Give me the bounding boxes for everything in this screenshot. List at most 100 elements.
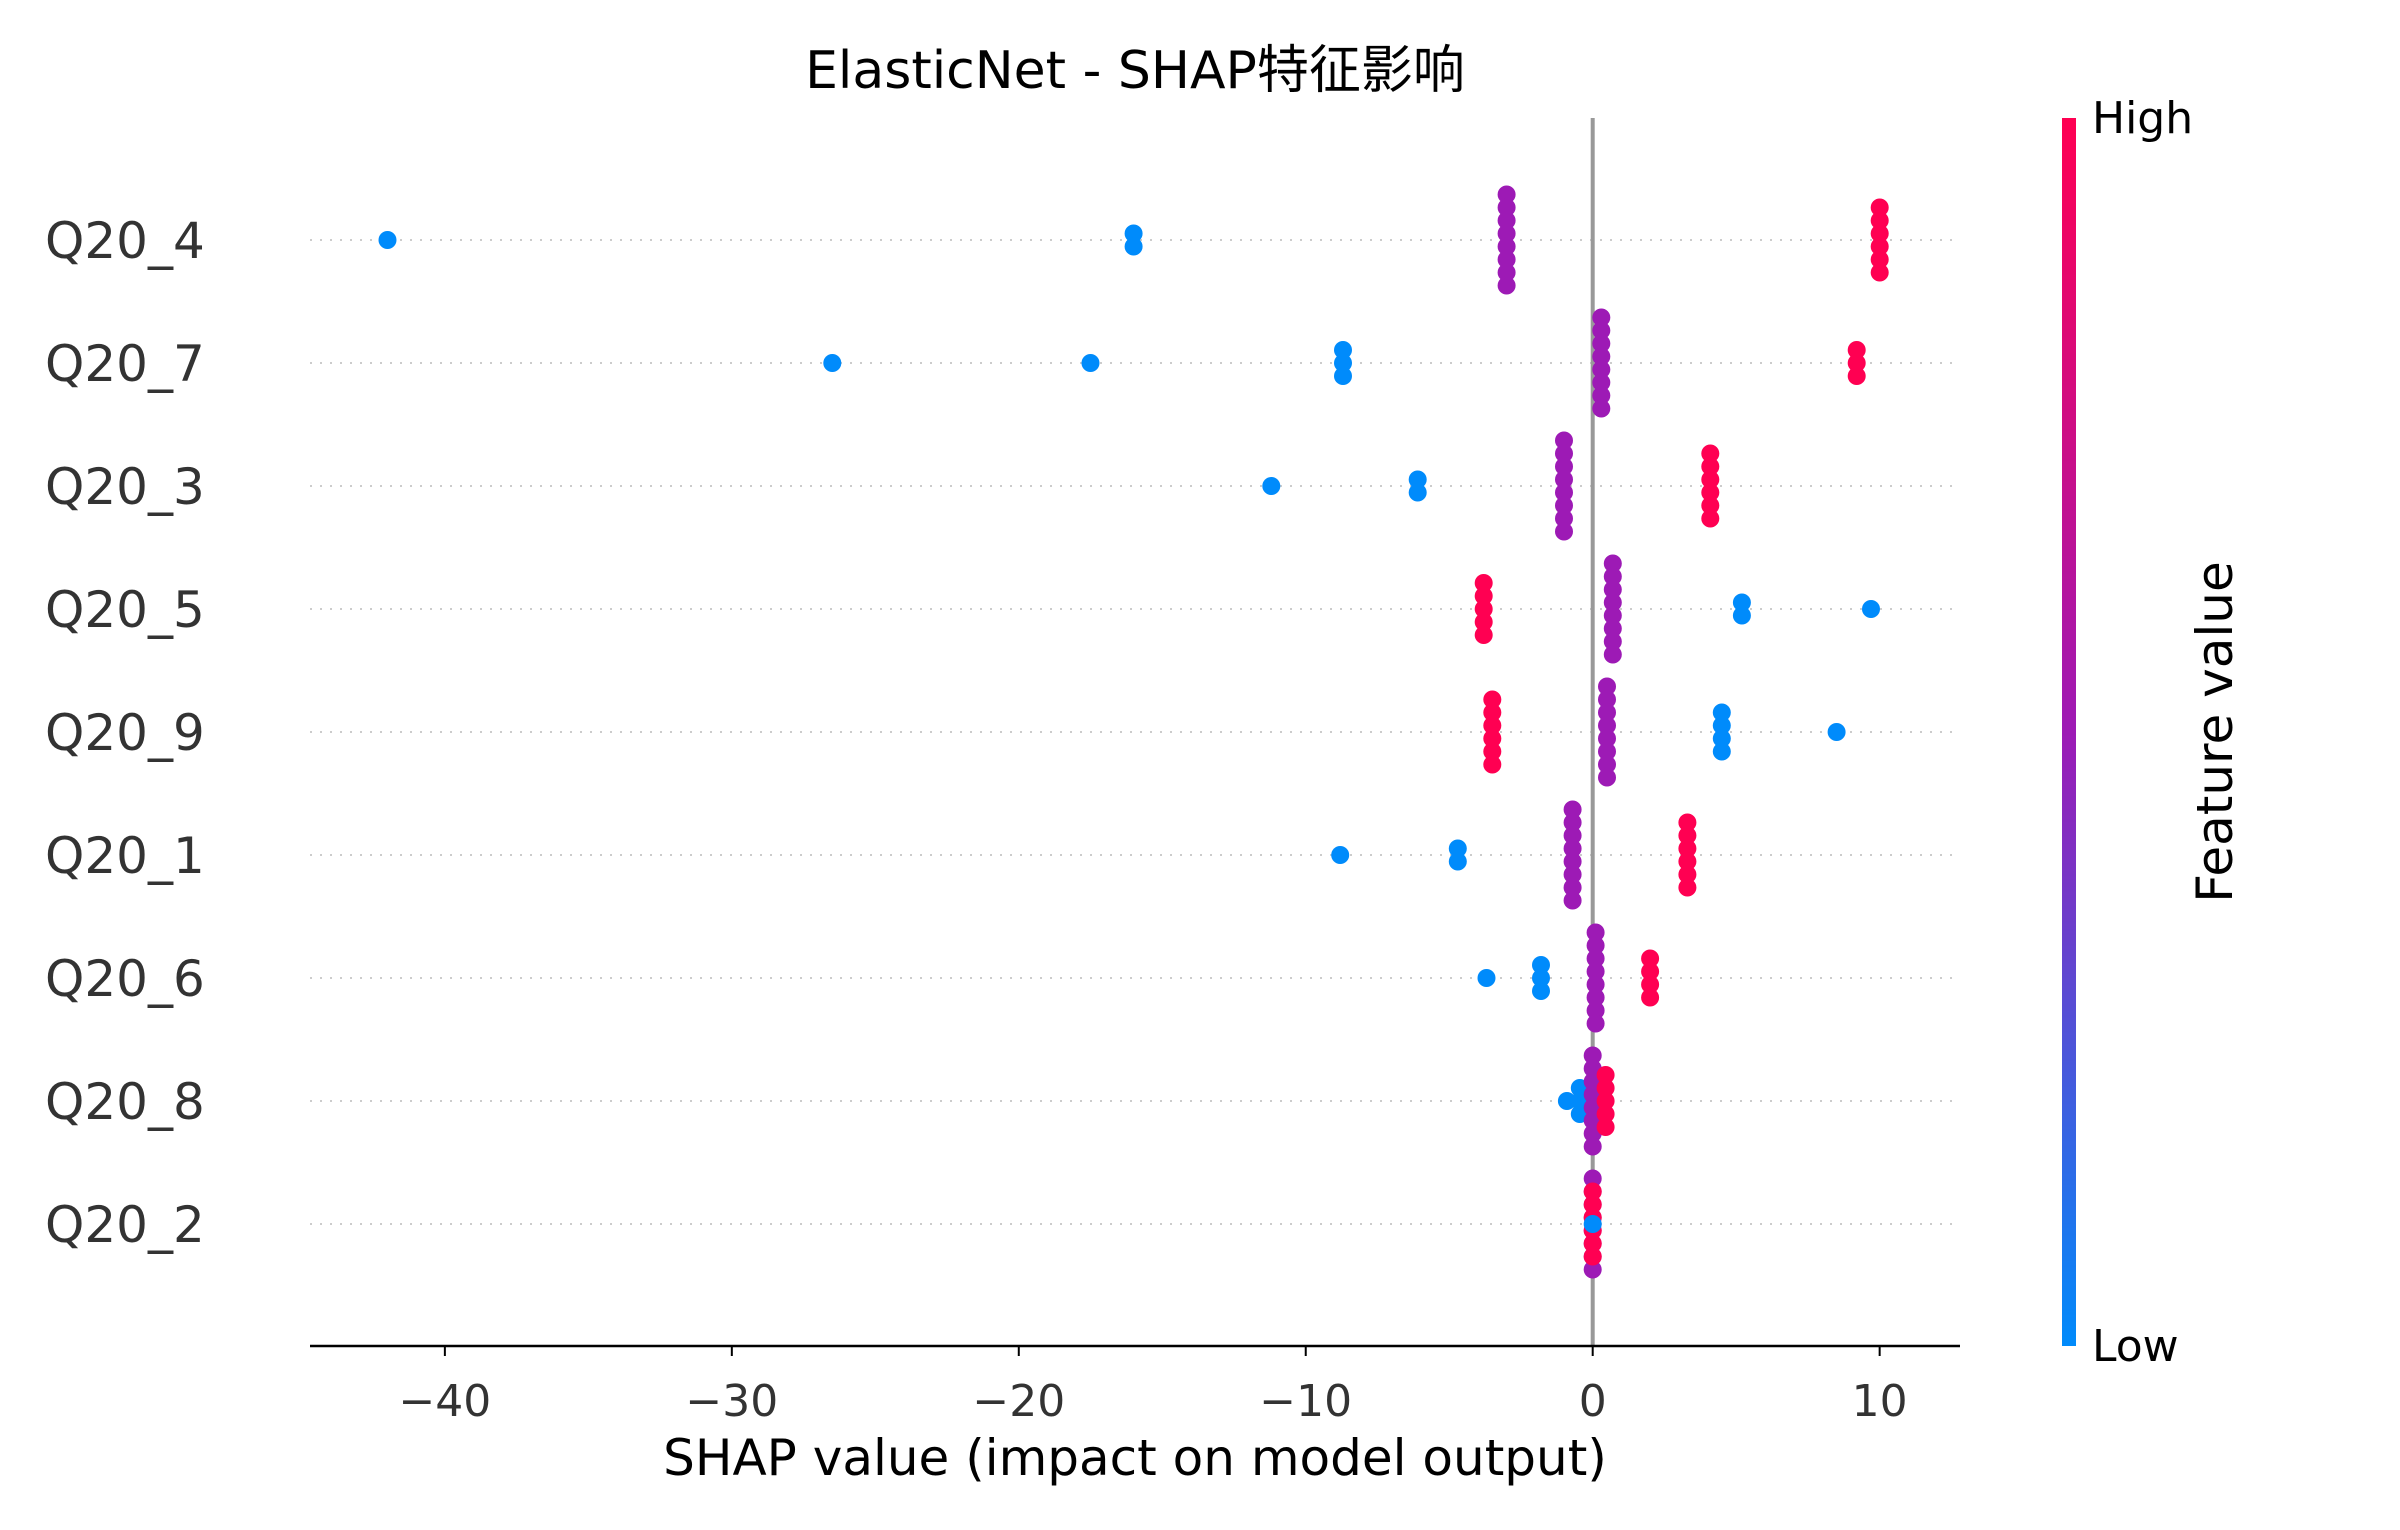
shap-point — [1483, 703, 1502, 722]
shap-point — [1497, 185, 1516, 204]
colorbar-gradient — [2062, 118, 2076, 1346]
shap-point — [1583, 1215, 1602, 1233]
shap-point — [1603, 606, 1622, 625]
shap-point — [1583, 1234, 1602, 1253]
shap-point — [1678, 826, 1697, 845]
shap-point — [1678, 839, 1697, 858]
shap-point — [1603, 580, 1622, 599]
shap-point — [1497, 276, 1516, 295]
shap-point — [1557, 1092, 1576, 1110]
x-axis-ticks: −40 −30 −20 −10 0 10 — [398, 1346, 1908, 1427]
shap-point — [1701, 483, 1720, 502]
feature-label: Q20_2 — [45, 1196, 205, 1254]
shap-point — [1870, 211, 1889, 230]
shap-point — [1592, 347, 1611, 366]
shap-point — [1592, 373, 1611, 392]
shap-point — [1408, 483, 1427, 502]
shap-point — [1563, 813, 1582, 832]
shap-point — [1603, 567, 1622, 586]
shap-point — [1586, 1001, 1605, 1020]
shap-point — [1701, 509, 1720, 528]
shap-point — [1862, 600, 1880, 618]
shap-point — [1870, 237, 1889, 256]
x-tick-label: −20 — [972, 1376, 1065, 1427]
shap-point — [1474, 574, 1493, 592]
shap-point — [1870, 250, 1889, 269]
shap-point — [1592, 308, 1611, 327]
x-axis-label: SHAP value (impact on model output) — [663, 1429, 1607, 1487]
shap-point — [1448, 852, 1467, 871]
shap-point — [1592, 334, 1611, 353]
feature-label: Q20_5 — [45, 581, 205, 639]
shap-point — [1641, 988, 1660, 1007]
shap-point — [1555, 509, 1573, 528]
feature-label: Q20_3 — [45, 458, 205, 516]
shap-point — [378, 231, 397, 249]
shap-point — [1497, 224, 1516, 243]
shap-point — [1474, 626, 1493, 644]
shap-point — [1483, 690, 1502, 709]
shap-point — [1870, 263, 1889, 282]
shap-point — [1870, 224, 1889, 243]
shap-point — [1592, 360, 1611, 379]
shap-point — [1870, 198, 1889, 217]
x-tick-label: 10 — [1852, 1376, 1908, 1427]
shap-point — [1586, 949, 1605, 968]
shap-point — [1603, 645, 1622, 664]
shap-point — [1583, 1046, 1602, 1065]
shap-point — [1483, 729, 1502, 748]
shap-point — [1474, 587, 1493, 605]
shap-point — [1555, 431, 1573, 450]
x-tick-label: −40 — [398, 1376, 491, 1427]
feature-label: Q20_4 — [45, 212, 205, 270]
shap-point — [1563, 878, 1582, 897]
shap-point — [1847, 354, 1866, 372]
shap-point — [1124, 237, 1143, 256]
shap-point — [823, 354, 842, 372]
shap-point — [1555, 496, 1573, 515]
shap-point — [1598, 716, 1616, 735]
colorbar: High Low Feature value — [2062, 93, 2244, 1372]
shap-point — [1701, 496, 1720, 515]
shap-point — [1477, 969, 1496, 987]
shap-point — [1262, 477, 1281, 495]
shap-point — [1641, 962, 1660, 981]
shap-point — [1583, 1137, 1602, 1156]
shap-point — [1583, 1169, 1602, 1188]
shap-point — [1483, 755, 1502, 774]
shap-point — [1532, 982, 1550, 1000]
shap-point — [1474, 613, 1493, 631]
feature-label: Q20_8 — [45, 1073, 205, 1131]
shap-point — [1598, 755, 1616, 774]
shap-point — [1563, 800, 1582, 819]
shap-point — [1497, 263, 1516, 282]
feature-label: Q20_6 — [45, 950, 205, 1008]
shap-point — [1712, 716, 1731, 735]
shap-point — [1641, 975, 1660, 994]
shap-point — [1603, 632, 1622, 651]
shap-point — [1124, 224, 1143, 243]
shap-point — [1563, 865, 1582, 884]
shap-point — [1712, 729, 1731, 748]
shap-point — [1596, 1066, 1615, 1084]
colorbar-label: Feature value — [2186, 561, 2244, 902]
shap-point — [1701, 444, 1720, 463]
shap-point — [1563, 852, 1582, 871]
shap-point — [1598, 729, 1616, 748]
shap-point — [1701, 457, 1720, 476]
shap-point — [1598, 768, 1616, 787]
shap-point — [1712, 742, 1731, 761]
shap-point — [1641, 949, 1660, 968]
shap-point — [1603, 593, 1622, 612]
shap-point — [1408, 470, 1427, 489]
shap-point — [1586, 962, 1605, 981]
shap-point — [1583, 1260, 1602, 1279]
shap-point — [1555, 483, 1573, 502]
shap-point — [1334, 354, 1352, 372]
shap-point — [1603, 554, 1622, 573]
shap-point — [1532, 969, 1550, 987]
shap-point — [1592, 399, 1611, 418]
shap-point — [1701, 470, 1720, 489]
shap-point — [1598, 690, 1616, 709]
shap-point — [1678, 865, 1697, 884]
